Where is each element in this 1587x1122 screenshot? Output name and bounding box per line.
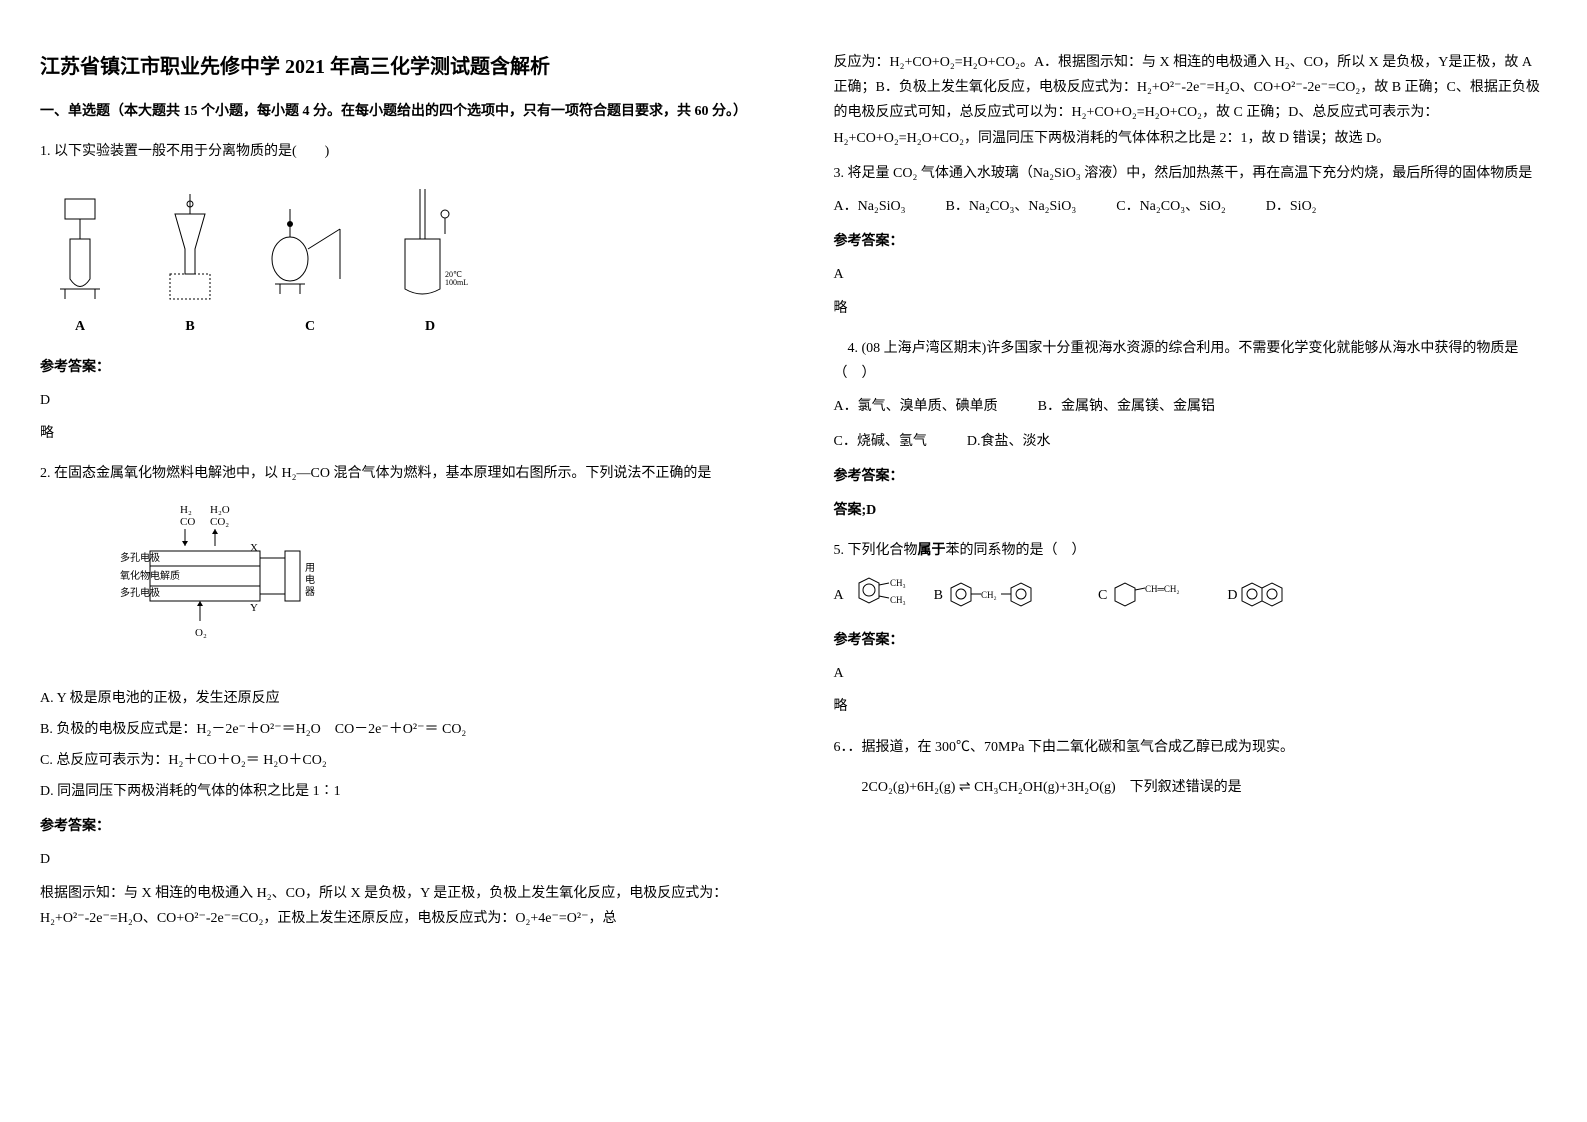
q1-figure-b: B [150, 189, 230, 339]
q4-options-row1: A．氯气、溴单质、碘单质 B．金属钠、金属镁、金属铝 [834, 394, 1548, 419]
q5-label-c: C [1098, 583, 1107, 608]
svg-text:电: 电 [305, 573, 315, 586]
q1-note: 略 [40, 421, 754, 446]
svg-text:CH₂: CH₂ [981, 590, 997, 600]
apparatus-b-icon [150, 189, 230, 309]
q1-label-d: D [425, 314, 435, 339]
q1-label-a: A [75, 314, 85, 339]
q3-option-d: D．SiO₂ [1266, 194, 1317, 219]
q3-answer: A [834, 262, 1548, 287]
q1-answer: D [40, 388, 754, 413]
q5-mol-c: C CH═CH₂ [1098, 576, 1202, 616]
q5-mol-d: D [1227, 576, 1292, 616]
q3-option-c: C．Na₂CO₃、SiO₂ [1116, 194, 1226, 219]
svg-text:H₂O: H₂O [210, 504, 230, 516]
question-2: 2. 在固态金属氧化物燃料电解池中，以 H₂—CO 混合气体为燃料，基本原理如右… [40, 461, 754, 931]
svg-text:Y: Y [250, 602, 258, 614]
page-title: 江苏省镇江市职业先修中学 2021 年高三化学测试题含解析 [40, 50, 754, 79]
q2-option-a: A. Y 极是原电池的正极，发生还原反应 [40, 686, 754, 711]
q4-option-a: A．氯气、溴单质、碘单质 [834, 394, 998, 419]
svg-text:CH═CH₂: CH═CH₂ [1145, 584, 1180, 594]
q2-text: 2. 在固态金属氧化物燃料电解池中，以 H₂—CO 混合气体为燃料，基本原理如右… [40, 461, 754, 486]
apparatus-c-icon [260, 179, 360, 309]
question-6: 6．．据报道，在 300℃、70MPa 下由二氧化碳和氢气合成乙醇已成为现实。 … [834, 735, 1548, 800]
molecule-a-icon: CH₃ CH₃ [844, 573, 909, 618]
q5-note: 略 [834, 694, 1548, 719]
svg-text:CO: CO [180, 516, 195, 528]
svg-text:CO₂: CO₂ [210, 516, 229, 528]
section-header: 一、单选题（本大题共 15 个小题，每小题 4 分。在每小题给出的四个选项中，只… [40, 99, 754, 124]
question-5: 5. 下列化合物属于苯的同系物的是（ ） A CH₃ CH₃ B [834, 538, 1548, 720]
right-column: 反应为：H₂+CO+O₂=H₂O+CO₂。A．根据图示知：与 X 相连的电极通入… [794, 0, 1587, 996]
q1-figure-d: 20℃ 100mL D [390, 179, 470, 339]
q4-answer-label: 参考答案： [834, 464, 1548, 489]
q2-explain-cont: 反应为：H₂+CO+O₂=H₂O+CO₂。A．根据图示知：与 X 相连的电极通入… [834, 50, 1548, 151]
q3-option-b: B．Na₂CO₃、Na₂SiO₃ [945, 194, 1076, 219]
q5-text: 5. 下列化合物属于苯的同系物的是（ ） [834, 538, 1548, 563]
molecule-d-icon [1237, 576, 1292, 616]
q2-explain: 根据图示知：与 X 相连的电极通入 H₂、CO，所以 X 是负极，Y 是正极，负… [40, 881, 754, 931]
q5-answer: A [834, 661, 1548, 686]
q3-option-a: A．Na₂SiO₃ [834, 194, 906, 219]
svg-text:金属氧化物电解质: 金属氧化物电解质 [120, 569, 180, 582]
molecule-b-icon: CH₂ [943, 576, 1073, 616]
q2-answer-label: 参考答案： [40, 814, 754, 839]
q4-text: 4. (08 上海卢湾区期末)许多国家十分重视海水资源的综合利用。不需要化学变化… [834, 336, 1548, 386]
svg-text:器: 器 [305, 586, 315, 598]
svg-text:用: 用 [305, 563, 315, 574]
question-1: 1. 以下实验装置一般不用于分离物质的是( ) A [40, 139, 754, 446]
q1-figure-c: C [260, 179, 360, 339]
q3-text: 3. 将足量 CO₂ 气体通入水玻璃（Na₂SiO₃ 溶液）中，然后加热蒸干，再… [834, 161, 1548, 186]
q1-label-c: C [305, 314, 315, 339]
q6-text: 6．．据报道，在 300℃、70MPa 下由二氧化碳和氢气合成乙醇已成为现实。 [834, 735, 1548, 760]
apparatus-a-icon [40, 189, 120, 309]
q4-option-d: D.食盐、淡水 [967, 429, 1051, 454]
q3-answer-label: 参考答案： [834, 229, 1548, 254]
q5-molecules: A CH₃ CH₃ B CH₂ [834, 573, 1548, 618]
fuel-cell-icon: H₂ H₂O CO CO₂ X 多孔电极 金属氧化物电解质 多孔电极 用 电 [120, 501, 340, 661]
apparatus-d-icon: 20℃ 100mL [390, 179, 470, 309]
q2-option-c: C. 总反应可表示为：H₂＋CO＋O₂＝ H₂O＋CO₂ [40, 748, 754, 773]
q4-options-row2: C．烧碱、氢气 D.食盐、淡水 [834, 429, 1548, 454]
q5-label-a: A [834, 583, 844, 608]
svg-text:O₂: O₂ [195, 627, 207, 639]
q3-options: A．Na₂SiO₃ B．Na₂CO₃、Na₂SiO₃ C．Na₂CO₃、SiO₂… [834, 194, 1548, 219]
q4-option-b: B．金属钠、金属镁、金属铝 [1038, 394, 1215, 419]
q6-equation: 2CO₂(g)+6H₂(g) ⇌ CH₃CH₂OH(g)+3H₂O(g) 下列叙… [834, 775, 1548, 800]
q2-answer: D [40, 847, 754, 872]
molecule-c-icon: CH═CH₂ [1107, 576, 1202, 616]
q5-mol-a: A CH₃ CH₃ [834, 573, 909, 618]
svg-text:多孔电极: 多孔电极 [120, 586, 160, 599]
svg-text:X: X [250, 542, 258, 554]
q2-option-b: B. 负极的电极反应式是：H₂－2e⁻＋O²⁻＝H₂O CO－2e⁻＋O²⁻＝ … [40, 717, 754, 742]
q5-mol-b: B CH₂ [934, 576, 1073, 616]
left-column: 江苏省镇江市职业先修中学 2021 年高三化学测试题含解析 一、单选题（本大题共… [0, 0, 794, 996]
q3-note: 略 [834, 296, 1548, 321]
svg-text:H₂: H₂ [180, 504, 192, 516]
q2-diagram: H₂ H₂O CO CO₂ X 多孔电极 金属氧化物电解质 多孔电极 用 电 [120, 501, 754, 670]
q4-answer: 答案;D [834, 498, 1548, 523]
q4-option-c: C．烧碱、氢气 [834, 429, 927, 454]
q5-answer-label: 参考答案： [834, 628, 1548, 653]
question-4: 4. (08 上海卢湾区期末)许多国家十分重视海水资源的综合利用。不需要化学变化… [834, 336, 1548, 523]
q1-figures: A B [40, 179, 754, 339]
svg-text:CH₃: CH₃ [890, 595, 906, 605]
q5-label-b: B [934, 583, 943, 608]
q5-label-d: D [1227, 583, 1237, 608]
q2-option-d: D. 同温同压下两极消耗的气体的体积之比是 1∶1 [40, 779, 754, 804]
svg-text:100mL: 100mL [445, 278, 468, 287]
svg-text:CH₃: CH₃ [890, 578, 906, 588]
q1-answer-label: 参考答案： [40, 355, 754, 380]
q1-text: 1. 以下实验装置一般不用于分离物质的是( ) [40, 139, 754, 164]
q1-label-b: B [185, 314, 194, 339]
svg-text:多孔电极: 多孔电极 [120, 551, 160, 564]
question-3: 3. 将足量 CO₂ 气体通入水玻璃（Na₂SiO₃ 溶液）中，然后加热蒸干，再… [834, 161, 1548, 321]
q1-figure-a: A [40, 189, 120, 339]
